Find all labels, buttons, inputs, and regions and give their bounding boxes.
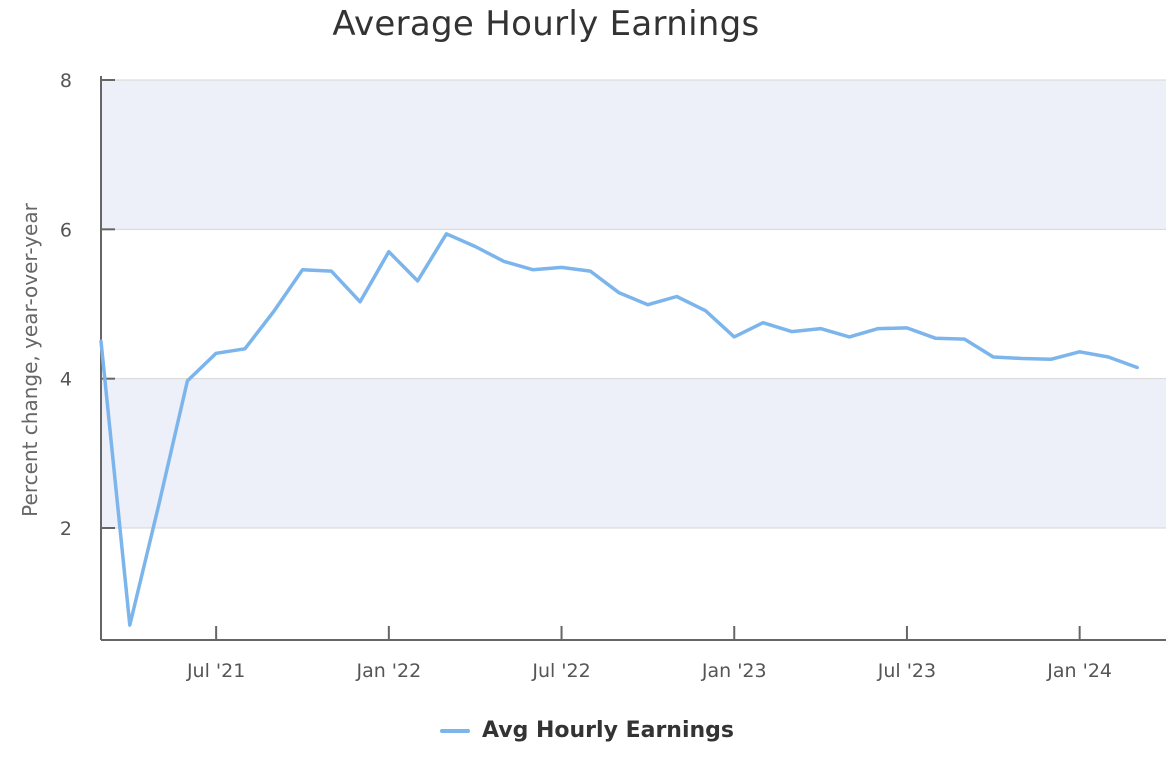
chart-title: Average Hourly Earnings bbox=[332, 4, 760, 44]
x-tick-label: Jan '24 bbox=[1046, 660, 1112, 682]
gridlines bbox=[101, 79, 1166, 529]
x-tick-label: Jan '22 bbox=[355, 660, 421, 682]
y-tick-label: 6 bbox=[60, 219, 72, 241]
legend[interactable]: Avg Hourly Earnings bbox=[440, 718, 734, 743]
y-tick-label: 2 bbox=[60, 518, 72, 540]
series-layer bbox=[99, 232, 1139, 627]
y-tick-label: 4 bbox=[60, 369, 72, 391]
x-tick-label: Jan '23 bbox=[701, 660, 767, 682]
plot-band bbox=[101, 80, 1166, 230]
plot-bands bbox=[101, 80, 1166, 528]
series-line bbox=[99, 232, 1139, 627]
legend-label[interactable]: Avg Hourly Earnings bbox=[482, 718, 735, 743]
x-tick-label: Jul '23 bbox=[877, 660, 936, 682]
x-tick-label: Jul '21 bbox=[186, 660, 245, 682]
y-tick-label: 8 bbox=[60, 70, 72, 92]
y-axis-title: Percent change, year-over-year bbox=[18, 202, 42, 516]
legend-swatch bbox=[440, 728, 470, 733]
x-tick-label: Jul '22 bbox=[531, 660, 590, 682]
y-axis-ticks: 2 4 6 8 bbox=[60, 70, 115, 540]
x-axis-ticks: Jul '21 Jan '22 Jul '22 Jan '23 Jul '23 Jan '… bbox=[186, 626, 1112, 682]
plot-band bbox=[101, 378, 1166, 528]
